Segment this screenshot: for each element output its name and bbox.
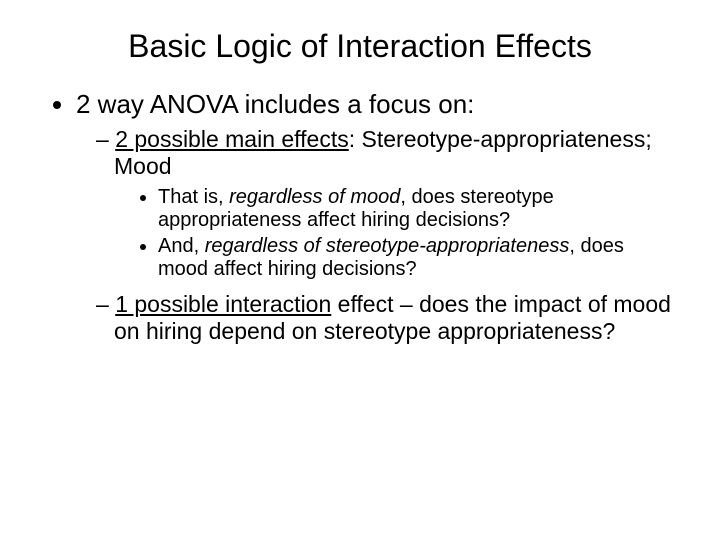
bullet-list-level3: That is, regardless of mood, does stereo… (114, 186, 672, 281)
bullet-list-level2: 2 possible main effects: Stereotype-appr… (76, 126, 672, 345)
list-item: 1 possible interaction effect – does the… (96, 291, 672, 345)
list-item: 2 possible main effects: Stereotype-appr… (96, 126, 672, 281)
text: And, (158, 235, 205, 257)
italic-text: regardless of stereotype-appropriateness (205, 235, 570, 257)
text: That is, (158, 186, 229, 208)
italic-text: regardless of mood (229, 186, 400, 208)
list-item: That is, regardless of mood, does stereo… (158, 186, 672, 232)
underlined-text: 1 possible interaction (115, 291, 331, 317)
underlined-text: 2 possible main effects (115, 126, 349, 152)
list-item: 2 way ANOVA includes a focus on: 2 possi… (76, 89, 672, 345)
slide-title: Basic Logic of Interaction Effects (48, 28, 672, 65)
list-item: And, regardless of stereotype-appropriat… (158, 235, 672, 281)
bullet-list-level1: 2 way ANOVA includes a focus on: 2 possi… (48, 89, 672, 345)
l1-text: 2 way ANOVA includes a focus on: (76, 89, 474, 119)
slide: Basic Logic of Interaction Effects 2 way… (0, 0, 720, 540)
